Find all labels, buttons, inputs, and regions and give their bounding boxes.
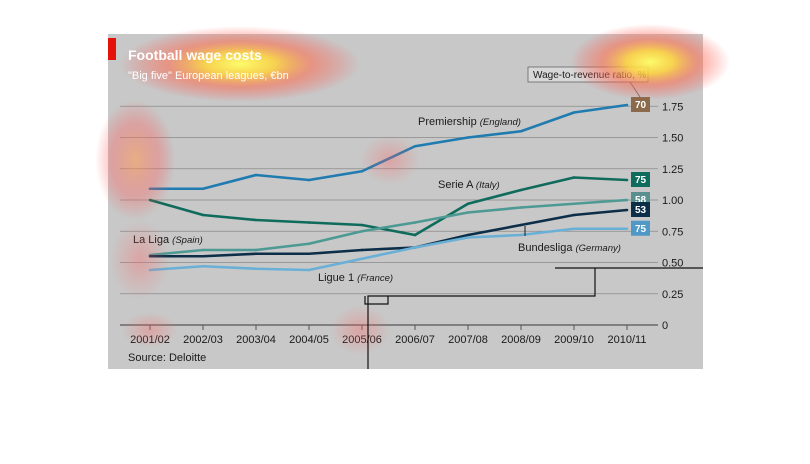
data-point-premiership — [519, 129, 523, 133]
data-point-ligue-1 — [201, 264, 205, 268]
x-tick-label: 2008/09 — [501, 334, 541, 346]
data-point-serie-a — [360, 223, 364, 227]
data-point-serie-a — [254, 218, 258, 222]
data-point-bundesliga — [201, 254, 205, 258]
y-tick-label: 0.25 — [662, 289, 683, 301]
data-point-ligue-1 — [625, 227, 629, 231]
chart-title: Football wage costs — [128, 47, 262, 63]
x-tick-label: 2004/05 — [289, 334, 329, 346]
data-point-bundesliga — [519, 223, 523, 227]
attention-heatmap-overlay — [95, 24, 730, 355]
label-serie-a: Serie A (Italy) — [438, 179, 500, 191]
data-point-la-liga — [360, 229, 364, 233]
data-point-ligue-1 — [254, 267, 258, 271]
series-line-bundesliga — [150, 208, 628, 258]
y-axis-tick-labels: 0 0.25 0.50 0.75 1.00 1.25 1.50 1.75 — [662, 101, 683, 332]
data-point-la-liga — [201, 248, 205, 252]
data-point-premiership — [572, 111, 576, 114]
data-point-bundesliga — [466, 233, 470, 237]
y-tick-label: 1.25 — [662, 164, 683, 176]
data-point-serie-a — [307, 221, 311, 224]
ratio-badge-serie-a: 75 — [631, 172, 650, 187]
data-point-premiership — [254, 173, 258, 177]
y-tick-label: 0 — [662, 320, 668, 332]
ratio-badge-ligue-1: 75 — [631, 220, 650, 236]
data-point-serie-a — [413, 233, 417, 237]
data-point-ligue-1 — [413, 246, 417, 249]
data-point-bundesliga — [572, 213, 576, 217]
x-tick-label: 2003/04 — [236, 334, 276, 346]
x-tick-label: 2002/03 — [183, 334, 223, 346]
ratio-badge-value: 58 — [635, 195, 647, 206]
ratio-badge-bundesliga: 53 — [631, 202, 650, 217]
ratio-badge-value: 75 — [635, 175, 647, 186]
data-point-premiership — [466, 136, 470, 139]
data-point-serie-a — [466, 202, 470, 206]
chart-subtitle: "Big five" European leagues, €bn — [128, 70, 289, 82]
title-accent-bar — [108, 38, 116, 60]
data-point-la-liga — [254, 248, 258, 252]
data-point-la-liga — [466, 211, 470, 214]
ratio-badge-value: 70 — [635, 100, 647, 111]
data-point-serie-a — [625, 178, 629, 182]
data-point-ligue-1 — [307, 268, 311, 272]
data-point-serie-a — [572, 176, 576, 179]
series-line-ligue-1 — [149, 227, 627, 272]
ratio-badge-premiership: 70 — [631, 97, 650, 112]
y-tick-label: 0.75 — [662, 226, 683, 238]
label-premiership: Premiership (England) — [418, 116, 521, 128]
y-tick-label: 0.50 — [662, 258, 683, 270]
ratio-badge-value: 53 — [635, 205, 647, 216]
data-point-la-liga — [519, 206, 523, 209]
x-tick-label: 2006/07 — [395, 334, 435, 346]
data-point-bundesliga — [360, 248, 364, 252]
series-line-serie-a — [149, 176, 628, 237]
label-bundesliga: Bundesliga (Germany) — [518, 242, 621, 254]
data-point-ligue-1 — [572, 227, 576, 231]
data-point-la-liga — [625, 198, 629, 202]
data-point-ligue-1 — [519, 233, 523, 237]
y-tick-label: 1.50 — [662, 133, 683, 145]
y-tick-label: 1.75 — [662, 101, 683, 113]
y-tick-label: 1.00 — [662, 195, 683, 207]
x-tick-label: 2010/11 — [608, 334, 647, 346]
data-point-premiership — [307, 178, 311, 182]
data-point-serie-a — [519, 188, 523, 192]
x-tick-label: 2009/10 — [554, 334, 594, 346]
label-ligue-1: Ligue 1 (France) — [318, 272, 393, 284]
data-point-serie-a — [201, 213, 205, 217]
data-point-la-liga — [413, 221, 417, 224]
data-point-premiership — [360, 169, 364, 173]
ratio-badge-value: 75 — [635, 224, 647, 235]
selection-connector — [364, 267, 703, 369]
data-point-ligue-1 — [360, 257, 364, 261]
data-point-la-liga — [572, 202, 576, 206]
data-point-la-liga — [307, 242, 311, 246]
source-note: Source: Deloitte — [128, 352, 206, 364]
data-point-ligue-1 — [466, 236, 470, 239]
data-point-premiership — [625, 103, 629, 107]
data-point-bundesliga — [625, 208, 629, 212]
data-point-bundesliga — [307, 252, 311, 256]
series-line-la-liga — [149, 198, 628, 257]
series-lines — [148, 103, 629, 272]
data-point-premiership — [201, 187, 205, 191]
data-point-bundesliga — [254, 252, 258, 256]
x-tick-label: 2007/08 — [448, 334, 488, 346]
